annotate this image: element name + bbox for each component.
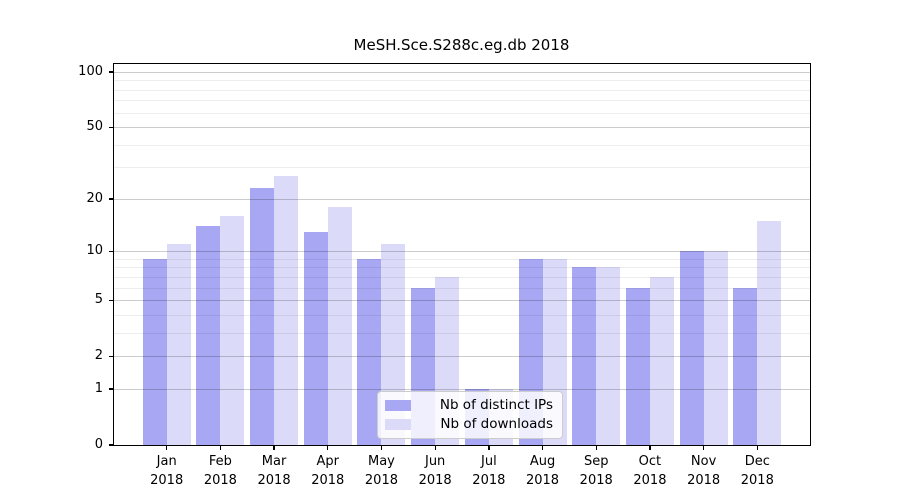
x-tick-year: 2018 bbox=[418, 473, 452, 488]
bar-downloads bbox=[757, 220, 782, 445]
x-tick-label: Jan 2018 bbox=[139, 452, 195, 490]
bar-downloads bbox=[649, 276, 674, 445]
major-gridline bbox=[113, 198, 811, 200]
legend-item-downloads: Nb of downloads bbox=[385, 416, 553, 432]
bar-distinct-ips bbox=[142, 258, 167, 445]
x-tick-month: Jan bbox=[156, 454, 177, 469]
y-tick-mark bbox=[108, 250, 113, 252]
x-tick-year: 2018 bbox=[257, 473, 291, 488]
x-tick-label: Oct 2018 bbox=[622, 452, 678, 490]
minor-gridline bbox=[113, 80, 811, 82]
x-tick-mark bbox=[649, 445, 651, 450]
x-tick-month: Apr bbox=[316, 454, 340, 469]
x-tick-mark bbox=[756, 445, 758, 450]
minor-gridline bbox=[113, 89, 811, 91]
x-tick-month: Nov bbox=[690, 454, 717, 469]
y-tick-label: 2 bbox=[94, 348, 103, 364]
bar-downloads bbox=[166, 244, 191, 445]
x-tick-year: 2018 bbox=[633, 473, 667, 488]
x-tick-month: Sep bbox=[583, 454, 609, 469]
x-tick-year: 2018 bbox=[525, 473, 560, 488]
bar-distinct-ips bbox=[303, 231, 328, 445]
y-tick-mark bbox=[108, 444, 113, 446]
x-tick-year: 2018 bbox=[740, 473, 774, 488]
x-tick-label: Nov 2018 bbox=[676, 452, 732, 490]
x-tick-mark bbox=[327, 445, 329, 450]
bar-downloads bbox=[274, 175, 299, 445]
x-tick-mark bbox=[488, 445, 490, 450]
x-tick-year: 2018 bbox=[364, 473, 398, 488]
bar-distinct-ips bbox=[679, 251, 704, 445]
y-tick-label: 10 bbox=[86, 243, 103, 259]
y-tick-label: 100 bbox=[78, 64, 103, 79]
bar-distinct-ips bbox=[196, 226, 221, 445]
y-tick-label: 20 bbox=[86, 190, 103, 206]
x-tick-label: Feb 2018 bbox=[192, 452, 248, 490]
legend: Nb of distinct IPs Nb of downloads bbox=[377, 391, 563, 439]
x-tick-month: May bbox=[368, 454, 395, 469]
bar-distinct-ips bbox=[250, 188, 275, 445]
x-tick-label: Dec 2018 bbox=[729, 452, 785, 490]
x-tick-label: Apr 2018 bbox=[300, 452, 356, 490]
y-tick-mark bbox=[108, 126, 113, 128]
x-tick-month: Oct bbox=[638, 454, 662, 469]
x-tick-label: Sep 2018 bbox=[568, 452, 624, 490]
x-tick-mark bbox=[434, 445, 436, 450]
legend-item-distinct-ips: Nb of distinct IPs bbox=[385, 397, 553, 413]
major-gridline bbox=[113, 72, 811, 73]
x-tick-label: Mar 2018 bbox=[246, 452, 302, 490]
x-tick-month: Feb bbox=[208, 454, 232, 469]
y-tick-mark bbox=[108, 71, 113, 73]
x-tick-year: 2018 bbox=[311, 473, 345, 488]
x-tick-label: Jul 2018 bbox=[461, 452, 517, 490]
x-tick-year: 2018 bbox=[687, 473, 721, 488]
legend-swatch-distinct-ips bbox=[385, 399, 411, 411]
y-tick-label: 0 bbox=[94, 437, 103, 452]
x-tick-year: 2018 bbox=[579, 473, 613, 488]
x-tick-month: Jun bbox=[424, 454, 446, 469]
minor-gridline bbox=[113, 144, 811, 146]
x-tick-month: Aug bbox=[529, 454, 556, 469]
chart-title: MeSH.Sce.S288c.eg.db 2018 bbox=[353, 36, 570, 54]
y-tick-mark bbox=[108, 355, 113, 357]
x-tick-month: Dec bbox=[744, 454, 770, 469]
bar-distinct-ips bbox=[625, 287, 650, 445]
x-tick-mark bbox=[595, 445, 597, 450]
y-tick-label: 1 bbox=[94, 380, 103, 396]
y-tick-mark bbox=[108, 299, 113, 301]
x-tick-mark bbox=[219, 445, 222, 450]
x-tick-label: Jun 2018 bbox=[407, 452, 463, 490]
x-tick-year: 2018 bbox=[150, 473, 184, 488]
bar-distinct-ips bbox=[733, 287, 758, 445]
y-tick-mark bbox=[108, 388, 113, 390]
x-tick-mark bbox=[166, 445, 168, 450]
minor-gridline bbox=[113, 100, 811, 102]
x-tick-mark bbox=[703, 445, 705, 450]
y-tick-mark bbox=[108, 198, 113, 200]
legend-swatch-downloads bbox=[385, 418, 411, 430]
minor-gridline bbox=[113, 167, 811, 169]
x-tick-label: May 2018 bbox=[353, 452, 409, 490]
x-tick-mark bbox=[380, 445, 383, 450]
bar-downloads bbox=[327, 207, 352, 445]
x-tick-month: Mar bbox=[261, 454, 287, 469]
major-gridline bbox=[113, 127, 811, 129]
x-tick-month: Jul bbox=[481, 454, 497, 469]
y-tick-label: 5 bbox=[94, 292, 103, 308]
y-tick-label: 50 bbox=[86, 119, 103, 135]
x-tick-year: 2018 bbox=[203, 473, 237, 488]
bar-downloads bbox=[703, 251, 728, 445]
x-tick-mark bbox=[273, 445, 275, 450]
x-tick-label: Aug 2018 bbox=[515, 452, 571, 490]
x-tick-mark bbox=[541, 445, 544, 450]
bar-downloads bbox=[596, 267, 621, 445]
minor-gridline bbox=[113, 112, 811, 114]
legend-label-downloads: Nb of downloads bbox=[440, 416, 553, 432]
bar-distinct-ips bbox=[572, 267, 597, 445]
bar-downloads bbox=[220, 216, 245, 445]
legend-label-distinct-ips: Nb of distinct IPs bbox=[439, 397, 553, 413]
x-tick-year: 2018 bbox=[472, 473, 506, 488]
